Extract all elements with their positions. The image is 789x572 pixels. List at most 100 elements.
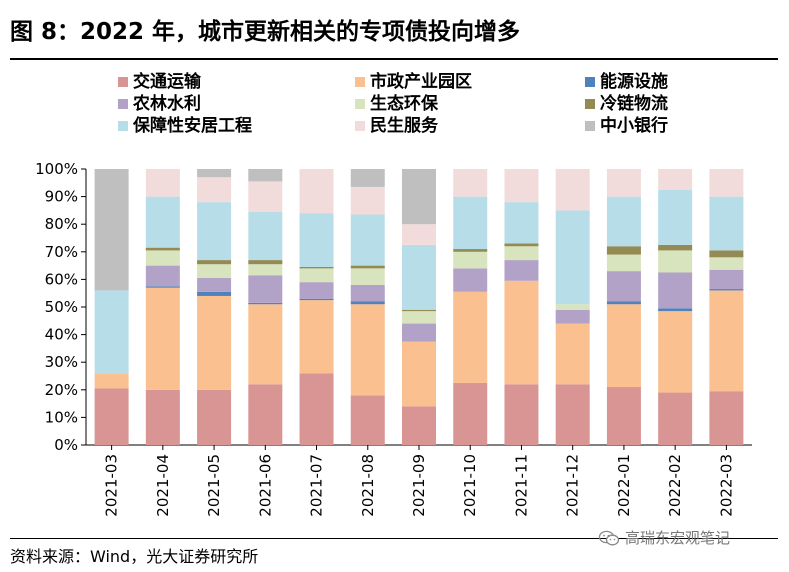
bar-segment (402, 406, 436, 445)
bar-segment (299, 300, 334, 374)
x-tick-label: 2021-07 (308, 454, 326, 517)
bar-segment (658, 311, 693, 393)
legend-swatch (355, 121, 365, 131)
x-tick-label: 2022-01 (615, 454, 633, 517)
y-tick-label: 100% (35, 160, 78, 178)
chart-title: 图 8：2022 年，城市更新相关的专项债投向增多 (10, 19, 521, 45)
bar-segment (709, 289, 744, 291)
legend-item: 民生服务 (355, 115, 439, 136)
legend-item: 中小银行 (585, 115, 668, 136)
x-tick-label: 2021-10 (461, 454, 479, 517)
plot-area: 0% 10% 20% 30% 40% 50% 60% 70% 80% 90% 100% 2021-03… (35, 160, 752, 517)
legend-swatch (118, 99, 128, 109)
bar-segment (453, 382, 488, 445)
bar-segment (504, 260, 539, 281)
bar-segment (555, 309, 590, 324)
legend-item: 交通运输 (118, 71, 202, 92)
x-tick-label: 2022-02 (666, 454, 684, 517)
legend-item: 市政产业园区 (355, 71, 472, 92)
bar-segment (197, 260, 232, 265)
y-tick-label: 40% (45, 326, 78, 344)
bar-segment (350, 214, 385, 266)
bar-segment (504, 280, 539, 385)
bar-segment (709, 290, 744, 392)
legend-swatch (585, 99, 595, 109)
bar-segment (709, 269, 744, 290)
bar-segment (606, 301, 641, 305)
x-tick-label: 2021-04 (154, 454, 172, 517)
x-tick-label: 2021-05 (205, 454, 223, 517)
bar-segment (248, 264, 283, 276)
bar-segment (299, 268, 334, 283)
y-tick-label: 80% (45, 215, 78, 233)
bar-segment (709, 391, 744, 445)
bar-segment (709, 250, 744, 258)
bar-segment (299, 373, 334, 445)
legend-label: 交通运输 (133, 71, 202, 92)
x-tick-label: 2021-03 (103, 454, 121, 517)
bar-segment (350, 301, 385, 305)
legend-label: 生态环保 (370, 93, 439, 114)
legend-label: 中小银行 (600, 115, 668, 136)
bar-segment (402, 244, 436, 310)
bar-segment (453, 268, 488, 292)
legend-item: 农林水利 (118, 93, 201, 114)
bar-segment (606, 387, 641, 445)
bar-segment (94, 388, 129, 445)
source-note: 资料来源：Wind，光大证券研究所 (10, 547, 259, 566)
bar-segment (197, 291, 232, 296)
legend-item: 冷链物流 (585, 93, 668, 114)
bar-segment (555, 323, 590, 385)
y-tick-label: 90% (45, 188, 78, 206)
bar-segment (248, 302, 283, 305)
bar-segment (145, 287, 180, 390)
bar-segment (453, 291, 488, 383)
bar-segment (402, 311, 436, 324)
y-tick-label: 60% (45, 270, 78, 288)
bar-segment (94, 290, 129, 374)
bar-segment (606, 169, 641, 197)
bar-segment (145, 169, 180, 197)
bar-segment (197, 278, 232, 292)
bar-segment (709, 257, 744, 270)
legend-label: 农林水利 (132, 93, 201, 114)
x-tick-label: 2021-06 (256, 454, 274, 517)
bar-segment (350, 265, 385, 269)
legend-swatch (585, 77, 595, 87)
bar-segment (145, 389, 180, 445)
bar-segment (658, 244, 693, 251)
bar-segment (299, 266, 334, 269)
y-tick-label: 10% (45, 408, 78, 426)
y-tick-label: 20% (45, 381, 78, 399)
legend-item: 能源设施 (585, 71, 668, 92)
bar-segment (606, 271, 641, 302)
bar-segment (350, 186, 385, 215)
bar-segment (504, 384, 539, 445)
bar-segment (94, 169, 129, 291)
x-tick-label: 2021-08 (359, 454, 377, 517)
bar-segment (248, 211, 283, 261)
bar-segment (248, 181, 283, 212)
bar-segment (504, 202, 539, 244)
bar-segment (606, 304, 641, 388)
legend-swatch (118, 121, 128, 131)
bar-segment (709, 169, 744, 197)
legend-label: 市政产业园区 (370, 71, 472, 92)
bar-segment (248, 304, 283, 385)
bar-segment (145, 265, 180, 287)
bar-segment (555, 384, 590, 445)
bar-segment (658, 308, 693, 312)
bar-segment (197, 295, 232, 390)
bar-segment (197, 202, 232, 261)
legend-item: 生态环保 (355, 93, 439, 114)
title-rule (10, 58, 778, 60)
x-tick-label: 2022-03 (717, 454, 735, 517)
bar-segment (555, 210, 590, 305)
bar-segment (145, 250, 180, 266)
bar-segment (658, 272, 693, 309)
footer-rule (10, 538, 778, 539)
watermark: 高瑞东宏观笔记 (598, 527, 730, 548)
legend-swatch (355, 77, 365, 87)
bar-segment (350, 169, 385, 187)
